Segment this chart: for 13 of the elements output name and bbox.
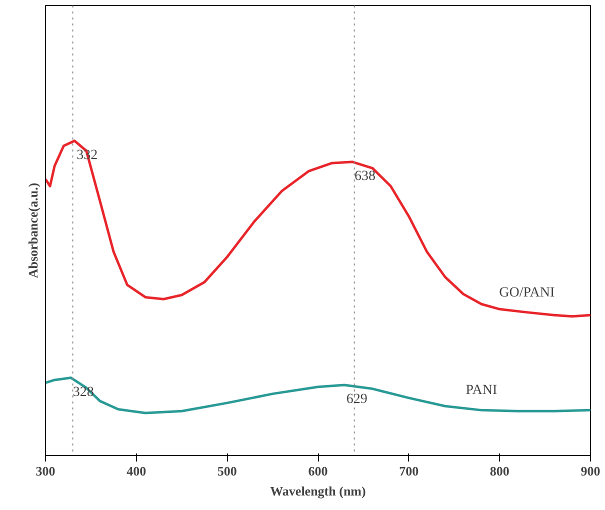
annotation: 629 [346,392,368,408]
x-tick-label: 400 [126,464,146,478]
x-tick-label: 500 [217,464,237,478]
series-label: GO/PANI [499,285,555,300]
annotation: 638 [354,168,376,184]
x-tick-label: 300 [36,464,56,478]
x-tick-label: 600 [308,464,328,478]
x-tick-label: 900 [580,464,600,478]
x-axis-title: Wavelength (nm) [270,484,366,498]
series-label: PANI [466,383,498,398]
y-axis-title: Absorbance(a.u.) [26,182,40,278]
x-tick-label: 800 [490,464,510,478]
x-tick-label: 700 [399,464,419,478]
